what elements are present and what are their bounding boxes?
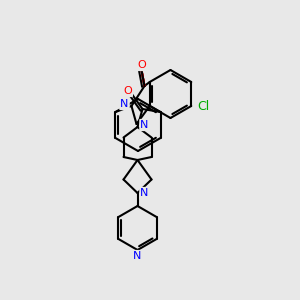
Text: Cl: Cl	[197, 100, 209, 112]
Text: O: O	[123, 86, 132, 96]
Text: O: O	[137, 60, 146, 70]
Text: N: N	[140, 120, 149, 130]
Text: N: N	[140, 188, 149, 198]
Text: N: N	[133, 251, 142, 261]
Text: N: N	[120, 99, 129, 109]
